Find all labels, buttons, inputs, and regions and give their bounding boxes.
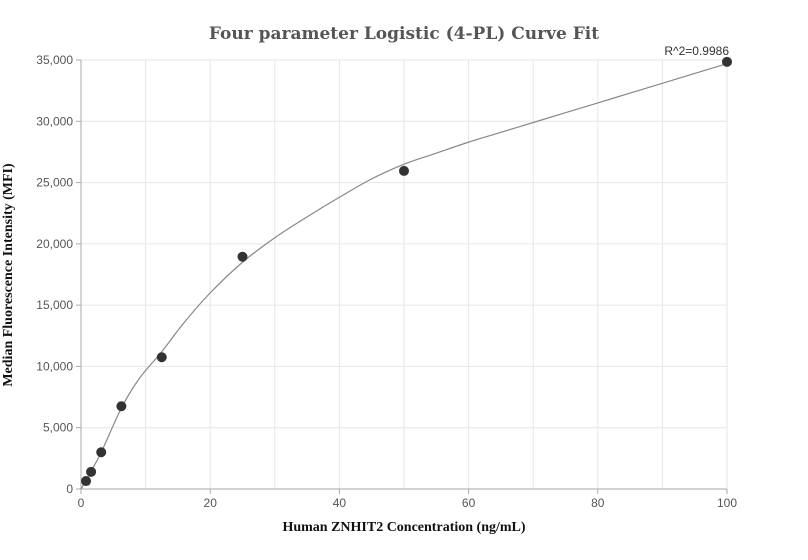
data-point — [86, 466, 97, 477]
x-tick-label: 80 — [591, 496, 605, 510]
x-tick-label: 100 — [717, 496, 737, 510]
y-tick-label: 20,000 — [36, 237, 73, 251]
y-tick-label: 5,000 — [43, 421, 73, 435]
y-axis-title: Median Fluorescence Intensity (MFI) — [1, 163, 16, 387]
axes: 0 20 40 60 80 100 0 5,000 10,000 15,000 20,000 25,0… — [36, 53, 737, 510]
y-tick-label: 30,000 — [36, 114, 73, 128]
x-tick-label: 20 — [204, 496, 218, 510]
grid — [80, 59, 728, 490]
data-point — [116, 401, 127, 412]
chart-title: Four parameter Logistic (4-PL) Curve Fit — [209, 24, 599, 44]
y-tick-label: 10,000 — [36, 359, 73, 373]
y-tick-label: 15,000 — [36, 298, 73, 312]
y-tick-label: 35,000 — [36, 53, 73, 67]
y-tick-label: 25,000 — [36, 176, 73, 190]
data-point — [237, 251, 248, 262]
data-point — [96, 447, 107, 458]
r-squared-annotation: R^2=0.9986 — [664, 44, 729, 58]
x-tick-label: 60 — [462, 496, 476, 510]
x-axis-title: Human ZNHIT2 Concentration (ng/mL) — [282, 520, 525, 535]
data-point — [81, 476, 92, 487]
x-tick-label: 40 — [333, 496, 347, 510]
data-point — [156, 352, 167, 363]
data-points — [81, 56, 732, 487]
data-point — [722, 56, 732, 67]
x-tick-label: 0 — [78, 496, 85, 510]
annotations: R^2=0.9986 — [664, 44, 729, 58]
y-tick-label: 0 — [66, 482, 73, 496]
data-point — [399, 165, 409, 176]
